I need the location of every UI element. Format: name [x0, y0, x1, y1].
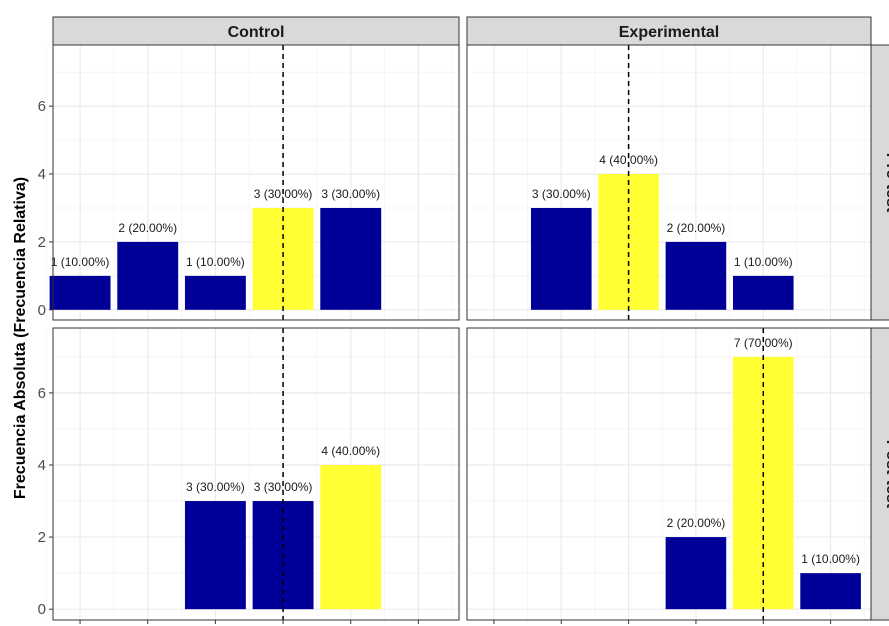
bar — [252, 207, 314, 310]
bar — [184, 501, 246, 610]
bar-label: 1 (10.00%) — [186, 255, 245, 269]
bar-label: 1 (10.00%) — [734, 255, 793, 269]
column-strip — [466, 16, 872, 46]
column-strip — [52, 16, 460, 46]
panel-border — [466, 327, 872, 621]
bar — [184, 275, 246, 310]
bar-label: 1 (10.00%) — [801, 552, 860, 566]
bar — [117, 241, 179, 310]
bar-label: 2 (20.00%) — [667, 221, 726, 235]
panel-experimental-pre-test: 3 (30.00%) 4 (40.00%) 2 (20.00%) 1 (10.00%) — [459, 44, 872, 321]
bar-label: 4 (40.00%) — [321, 444, 380, 458]
panel-border — [466, 44, 872, 321]
bar-label: 3 (30.00%) — [532, 187, 591, 201]
bar-label: 7 (70.00%) — [734, 336, 793, 350]
bar — [800, 573, 861, 610]
bar-label: 4 (40.00%) — [599, 153, 658, 167]
y-tick-label: 2 — [38, 234, 46, 251]
bar — [320, 207, 382, 310]
y-tick-label: 6 — [38, 98, 46, 115]
panel-control-post-test: 3 (30.00%)3 (30.00%)4 (40.00%)0246234567 — [38, 327, 460, 626]
bar — [49, 275, 111, 310]
bar — [530, 207, 592, 310]
bar-label: 3 (30.00%) — [254, 187, 313, 201]
bar — [665, 241, 727, 310]
panel-control-pre-test: 1 (10.00%) 2 (20.00%) 1 (10.00%) 3 (30.00%)… — [38, 44, 460, 321]
bar — [665, 537, 727, 610]
bar — [598, 174, 659, 310]
bar-label: 3 (30.00%) — [254, 480, 313, 494]
bar-label: 3 (30.00%) — [321, 187, 380, 201]
bar-label: 2 (20.00%) — [667, 516, 726, 530]
y-tick-label: 2 — [38, 529, 46, 546]
row-strip-label: Post-test — [883, 440, 889, 509]
bar-label: 3 (30.00%) — [186, 480, 245, 494]
y-tick-label: 6 — [38, 385, 46, 402]
y-tick-label: 0 — [38, 302, 46, 319]
bar-label: 2 (20.00%) — [118, 221, 177, 235]
panel-border — [52, 44, 460, 321]
y-tick-label: 4 — [38, 457, 46, 474]
y-tick-label: 4 — [38, 166, 46, 183]
row-strip-label: Pre-test — [883, 153, 889, 213]
panel-experimental-post-test: 2 (20.00%)7 (70.00%)1 (10.00%)234567 — [459, 327, 872, 626]
panel-border — [52, 327, 460, 621]
column-strip-label: Control — [228, 24, 285, 41]
y-axis-label: Frecuencia Absoluta (Frecuencia Relativa… — [12, 177, 29, 499]
bar — [320, 464, 382, 610]
bar-label: 1 (10.00%) — [51, 255, 110, 269]
y-tick-label: 0 — [38, 601, 46, 618]
column-strip-label: Experimental — [619, 24, 719, 41]
bar — [732, 275, 794, 310]
